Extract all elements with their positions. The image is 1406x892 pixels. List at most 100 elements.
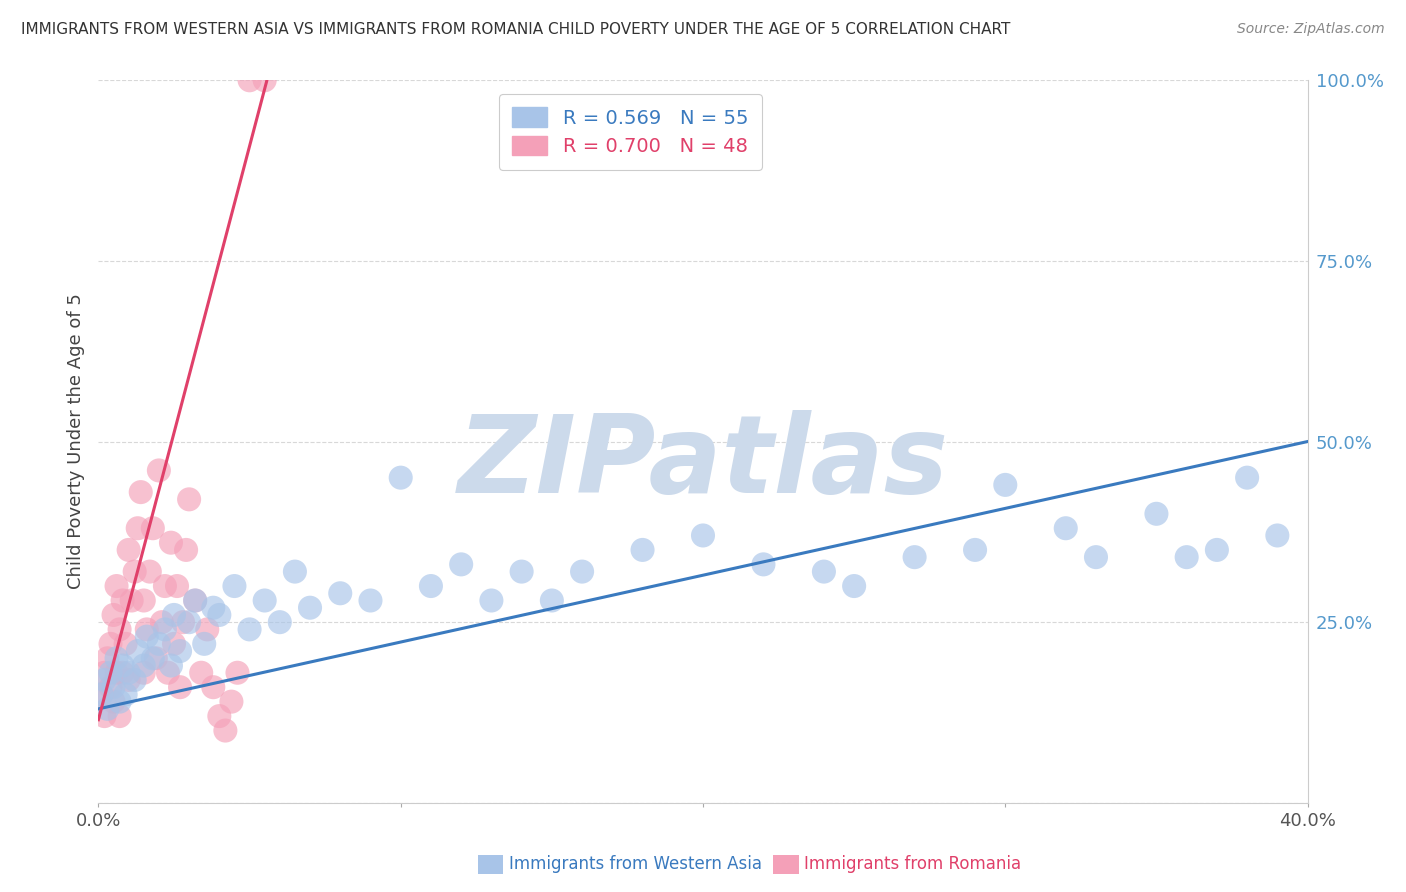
- Point: [114, 637, 136, 651]
- Point: [114, 687, 136, 701]
- Point: [139, 565, 162, 579]
- Point: [153, 579, 176, 593]
- Point: [1144, 507, 1167, 521]
- Text: ZIPatlas: ZIPatlas: [457, 410, 949, 516]
- Point: [253, 73, 276, 87]
- Point: [253, 593, 276, 607]
- Point: [153, 623, 176, 637]
- Point: [965, 542, 987, 557]
- Point: [1206, 542, 1229, 557]
- Point: [132, 593, 155, 607]
- Point: [844, 579, 866, 593]
- Point: [118, 673, 141, 687]
- Point: [163, 637, 186, 651]
- Point: [121, 593, 143, 607]
- Point: [166, 579, 188, 593]
- Point: [118, 665, 141, 680]
- Point: [169, 680, 191, 694]
- Point: [160, 535, 183, 549]
- Point: [100, 665, 122, 680]
- Point: [132, 665, 155, 680]
- Point: [150, 615, 173, 630]
- Point: [481, 593, 503, 607]
- Point: [160, 658, 183, 673]
- Point: [360, 593, 382, 607]
- Point: [108, 709, 131, 723]
- Point: [813, 565, 835, 579]
- Point: [631, 542, 654, 557]
- Point: [239, 73, 262, 87]
- Point: [156, 665, 179, 680]
- Point: [108, 623, 131, 637]
- Point: [111, 665, 134, 680]
- Point: [269, 615, 291, 630]
- Point: [93, 665, 115, 680]
- Point: [90, 687, 112, 701]
- Point: [142, 651, 165, 665]
- Point: [118, 542, 141, 557]
- Point: [226, 665, 249, 680]
- Point: [208, 607, 231, 622]
- Point: [124, 673, 146, 687]
- Point: [1175, 550, 1198, 565]
- Point: [450, 558, 472, 572]
- Point: [163, 607, 186, 622]
- Point: [1085, 550, 1108, 565]
- Point: [145, 651, 167, 665]
- Point: [1054, 521, 1077, 535]
- Point: [571, 565, 593, 579]
- Point: [184, 593, 207, 607]
- Point: [148, 463, 170, 477]
- Legend: R = 0.569   N = 55, R = 0.700   N = 48: R = 0.569 N = 55, R = 0.700 N = 48: [499, 94, 762, 169]
- Point: [214, 723, 236, 738]
- Point: [129, 485, 152, 500]
- Point: [132, 658, 155, 673]
- Point: [93, 673, 115, 687]
- Point: [193, 637, 215, 651]
- Y-axis label: Child Poverty Under the Age of 5: Child Poverty Under the Age of 5: [66, 293, 84, 590]
- Point: [169, 644, 191, 658]
- Point: [90, 687, 112, 701]
- Point: [100, 637, 122, 651]
- Point: [105, 665, 128, 680]
- Text: Immigrants from Romania: Immigrants from Romania: [804, 855, 1021, 873]
- Point: [420, 579, 443, 593]
- Point: [389, 470, 412, 484]
- Point: [103, 607, 125, 622]
- Point: [184, 593, 207, 607]
- Point: [135, 630, 157, 644]
- Point: [135, 623, 157, 637]
- Point: [994, 478, 1017, 492]
- Point: [224, 579, 246, 593]
- Point: [127, 644, 149, 658]
- Point: [1267, 528, 1289, 542]
- Point: [195, 623, 218, 637]
- Point: [174, 542, 197, 557]
- Point: [142, 521, 165, 535]
- Point: [100, 680, 122, 694]
- Point: [96, 651, 118, 665]
- Point: [1236, 470, 1258, 484]
- Point: [111, 658, 134, 673]
- Point: [127, 521, 149, 535]
- Point: [692, 528, 714, 542]
- Point: [221, 695, 243, 709]
- Point: [124, 565, 146, 579]
- Point: [179, 492, 201, 507]
- Point: [103, 680, 125, 694]
- Point: [105, 651, 128, 665]
- Point: [179, 615, 201, 630]
- Text: Immigrants from Western Asia: Immigrants from Western Asia: [509, 855, 762, 873]
- Point: [96, 702, 118, 716]
- Point: [329, 586, 352, 600]
- Point: [904, 550, 927, 565]
- Point: [510, 565, 533, 579]
- Point: [93, 709, 115, 723]
- Point: [111, 593, 134, 607]
- Point: [208, 709, 231, 723]
- Point: [105, 579, 128, 593]
- Point: [108, 695, 131, 709]
- Point: [752, 558, 775, 572]
- Point: [103, 695, 125, 709]
- Point: [190, 665, 212, 680]
